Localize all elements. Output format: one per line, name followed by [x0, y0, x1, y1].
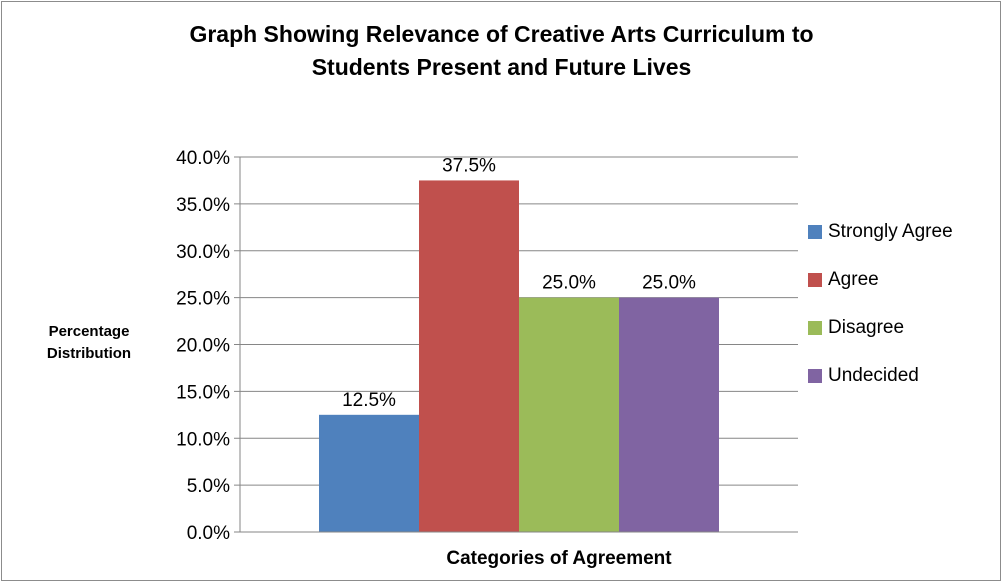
legend-label: Undecided: [828, 365, 919, 386]
x-axis-title: Categories of Agreement: [446, 548, 672, 569]
y-tick-label: 40.0%: [176, 148, 230, 169]
y-tick-label: 25.0%: [176, 289, 230, 310]
bar-disagree: [519, 297, 619, 532]
y-tick-label: 10.0%: [176, 429, 230, 450]
y-tick-label: 30.0%: [176, 242, 230, 263]
legend-swatch: [808, 369, 822, 383]
data-label: 25.0%: [542, 273, 596, 294]
legend-label: Agree: [828, 269, 879, 290]
legend-label: Disagree: [828, 317, 905, 338]
legend-item: Disagree: [808, 304, 953, 352]
data-label: 37.5%: [442, 155, 496, 176]
legend-item: Undecided: [808, 352, 953, 400]
bar-strongly-agree: [319, 414, 419, 532]
data-label: 12.5%: [342, 390, 396, 411]
bar-agree: [419, 180, 519, 532]
y-tick-label: 35.0%: [176, 195, 230, 216]
legend-swatch: [808, 273, 822, 287]
legend-label: Strongly Agree: [828, 221, 953, 242]
data-label: 25.0%: [642, 273, 696, 294]
y-tick-label: 15.0%: [176, 382, 230, 403]
y-axis-title-line-2: Distribution: [46, 345, 132, 362]
legend-swatch: [808, 321, 822, 335]
y-tick-label: 20.0%: [176, 336, 230, 357]
legend-item: Strongly Agree: [808, 208, 953, 256]
y-tick-label: 0.0%: [187, 523, 230, 544]
chart-title-line-1: Graph Showing Relevance of Creative Arts…: [189, 21, 814, 47]
legend: Strongly Agree Agree Disagree Undecided: [808, 208, 953, 400]
chart-title: Graph Showing Relevance of Creative Arts…: [0, 18, 1003, 84]
y-tick-label: 5.0%: [187, 476, 230, 497]
bar-undecided: [619, 297, 719, 532]
y-axis-title-line-1: Percentage: [48, 323, 130, 340]
chart-title-line-2: Students Present and Future Lives: [311, 54, 692, 80]
legend-item: Agree: [808, 256, 953, 304]
legend-swatch: [808, 225, 822, 239]
y-axis-title: Percentage Distribution: [30, 321, 148, 365]
